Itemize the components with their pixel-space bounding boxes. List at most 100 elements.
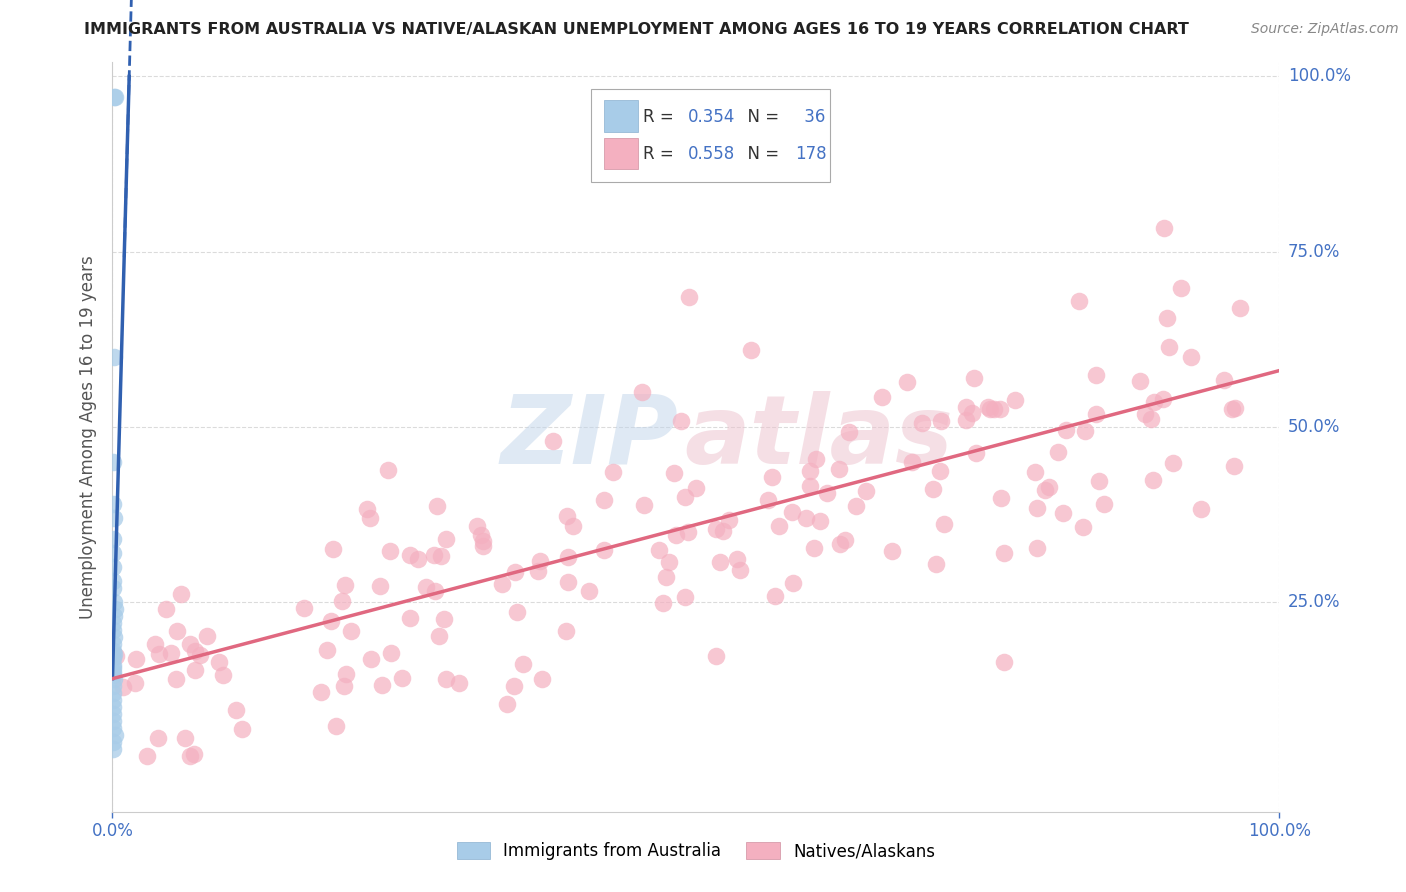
Point (896, 375, 918, 389)
Point (763, 589, 786, 603)
Point (101, 741, 124, 756)
Point (704, 648, 727, 663)
Point (101, 661, 124, 675)
Point (561, 519, 583, 533)
Point (434, 672, 457, 686)
Point (101, 699, 124, 714)
Point (911, 416, 934, 430)
Point (104, 601, 127, 615)
Point (380, 646, 402, 660)
Point (1074, 424, 1097, 438)
Point (838, 425, 860, 439)
Point (1135, 407, 1157, 421)
Point (555, 508, 578, 523)
Point (340, 624, 363, 638)
Point (335, 667, 357, 681)
Point (225, 703, 247, 717)
Point (1153, 220, 1175, 235)
Point (990, 491, 1012, 506)
Point (1223, 458, 1246, 473)
Point (921, 482, 943, 496)
Point (782, 575, 804, 590)
Point (803, 541, 825, 556)
Point (496, 697, 519, 711)
Point (101, 686, 124, 700)
Point (101, 721, 124, 735)
Point (1024, 465, 1046, 479)
Point (101, 643, 124, 657)
Point (378, 544, 401, 558)
Point (925, 557, 948, 571)
Point (529, 554, 551, 568)
Point (101, 454, 124, 468)
Point (855, 484, 877, 499)
Point (103, 594, 125, 608)
Point (761, 469, 783, 483)
Point (578, 583, 600, 598)
Point (322, 541, 344, 556)
Point (1092, 497, 1115, 511)
Point (111, 681, 134, 695)
Point (103, 706, 125, 721)
Point (1067, 294, 1090, 309)
Point (1156, 310, 1178, 325)
Text: ZIP: ZIP (501, 391, 679, 483)
Point (673, 491, 696, 505)
Point (391, 672, 413, 686)
Point (709, 555, 731, 569)
Point (101, 559, 124, 574)
Point (103, 630, 125, 644)
Point (955, 412, 977, 426)
Point (901, 455, 924, 469)
Point (602, 466, 624, 480)
Point (179, 748, 201, 763)
Text: R =: R = (644, 108, 679, 126)
Point (870, 390, 893, 404)
Point (555, 624, 578, 639)
Point (557, 550, 579, 565)
Point (103, 574, 125, 588)
Point (101, 581, 124, 595)
Point (993, 655, 1015, 669)
Point (882, 544, 904, 558)
Point (756, 492, 779, 507)
Point (1212, 373, 1234, 387)
Point (155, 602, 177, 616)
Point (993, 546, 1015, 560)
Point (1054, 423, 1077, 437)
Point (330, 594, 353, 608)
Point (808, 514, 831, 528)
Point (183, 747, 205, 761)
Point (470, 527, 492, 541)
Point (101, 714, 124, 728)
Text: 50.0%: 50.0% (1288, 417, 1340, 435)
Point (173, 731, 195, 745)
Text: 100.0%: 100.0% (1288, 68, 1351, 86)
Point (101, 734, 124, 748)
Point (1220, 402, 1243, 417)
Point (195, 629, 218, 643)
Point (633, 499, 655, 513)
Point (1189, 501, 1212, 516)
Point (103, 90, 125, 104)
Point (371, 678, 394, 692)
Point (505, 566, 527, 580)
Point (780, 505, 803, 519)
Text: atlas: atlas (685, 391, 953, 483)
Text: 36: 36 (799, 108, 825, 126)
Point (316, 642, 339, 657)
Point (543, 434, 565, 448)
Point (1170, 281, 1192, 295)
Point (728, 563, 751, 577)
Point (165, 672, 187, 686)
Point (673, 591, 696, 605)
Point (1033, 483, 1056, 497)
Point (740, 343, 762, 358)
Point (630, 385, 652, 400)
Point (527, 564, 550, 578)
Point (408, 551, 430, 566)
Point (356, 502, 378, 516)
FancyBboxPatch shape (603, 138, 638, 169)
Point (148, 731, 170, 745)
Point (711, 524, 734, 539)
